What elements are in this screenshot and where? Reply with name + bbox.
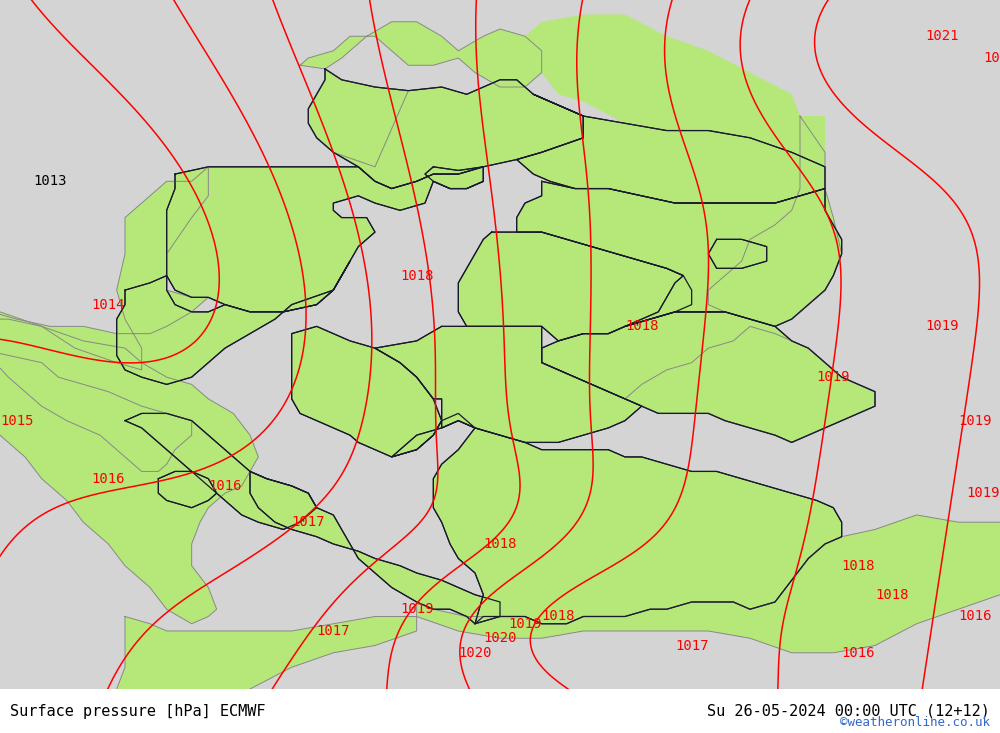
Polygon shape <box>542 312 875 443</box>
Polygon shape <box>392 413 842 624</box>
Polygon shape <box>300 22 542 167</box>
Polygon shape <box>308 69 583 188</box>
Polygon shape <box>525 15 825 167</box>
Polygon shape <box>0 167 208 370</box>
Polygon shape <box>158 471 217 508</box>
Text: 1017: 1017 <box>292 515 325 529</box>
Polygon shape <box>0 334 192 471</box>
Text: 1017: 1017 <box>317 624 350 638</box>
Text: 1019: 1019 <box>400 603 433 616</box>
Text: 1019: 1019 <box>958 413 992 427</box>
Polygon shape <box>117 261 350 384</box>
Text: ©weatheronline.co.uk: ©weatheronline.co.uk <box>840 716 990 729</box>
Text: 1021: 1021 <box>925 29 958 43</box>
Text: 1015: 1015 <box>0 413 33 427</box>
Polygon shape <box>708 240 767 268</box>
Polygon shape <box>125 413 317 529</box>
Text: 1019: 1019 <box>508 616 542 630</box>
Text: 1020: 1020 <box>483 631 517 645</box>
Text: 1020: 1020 <box>458 646 492 660</box>
Text: 1016: 1016 <box>958 610 992 624</box>
Polygon shape <box>625 326 875 443</box>
Bar <box>0 689 1000 733</box>
Polygon shape <box>292 326 442 457</box>
Polygon shape <box>708 116 842 326</box>
Polygon shape <box>0 305 258 624</box>
Text: 1014: 1014 <box>92 298 125 312</box>
Text: 1016: 1016 <box>208 479 242 493</box>
Text: 1016: 1016 <box>92 472 125 486</box>
Text: 1017: 1017 <box>675 638 708 652</box>
Polygon shape <box>517 95 825 203</box>
Polygon shape <box>117 616 417 725</box>
Polygon shape <box>425 167 483 188</box>
Text: 1018: 1018 <box>542 610 575 624</box>
Text: 1018: 1018 <box>875 588 908 602</box>
Text: 1018: 1018 <box>400 268 433 283</box>
Polygon shape <box>417 515 1000 653</box>
Polygon shape <box>517 181 842 326</box>
Text: 1016: 1016 <box>842 646 875 660</box>
Polygon shape <box>458 232 692 341</box>
Text: 1018: 1018 <box>483 537 517 551</box>
Polygon shape <box>167 167 483 312</box>
Text: 1019: 1019 <box>925 320 958 334</box>
Text: 1013: 1013 <box>33 174 67 188</box>
Text: 1018: 1018 <box>842 559 875 572</box>
Text: Su 26-05-2024 00:00 UTC (12+12): Su 26-05-2024 00:00 UTC (12+12) <box>707 704 990 718</box>
Text: Surface pressure [hPa] ECMWF: Surface pressure [hPa] ECMWF <box>10 704 266 718</box>
Text: 1019: 1019 <box>817 370 850 384</box>
Polygon shape <box>250 471 500 624</box>
Polygon shape <box>375 326 642 443</box>
Text: 1018: 1018 <box>625 320 658 334</box>
Text: 1020: 1020 <box>983 51 1000 65</box>
Text: 1019: 1019 <box>967 486 1000 500</box>
